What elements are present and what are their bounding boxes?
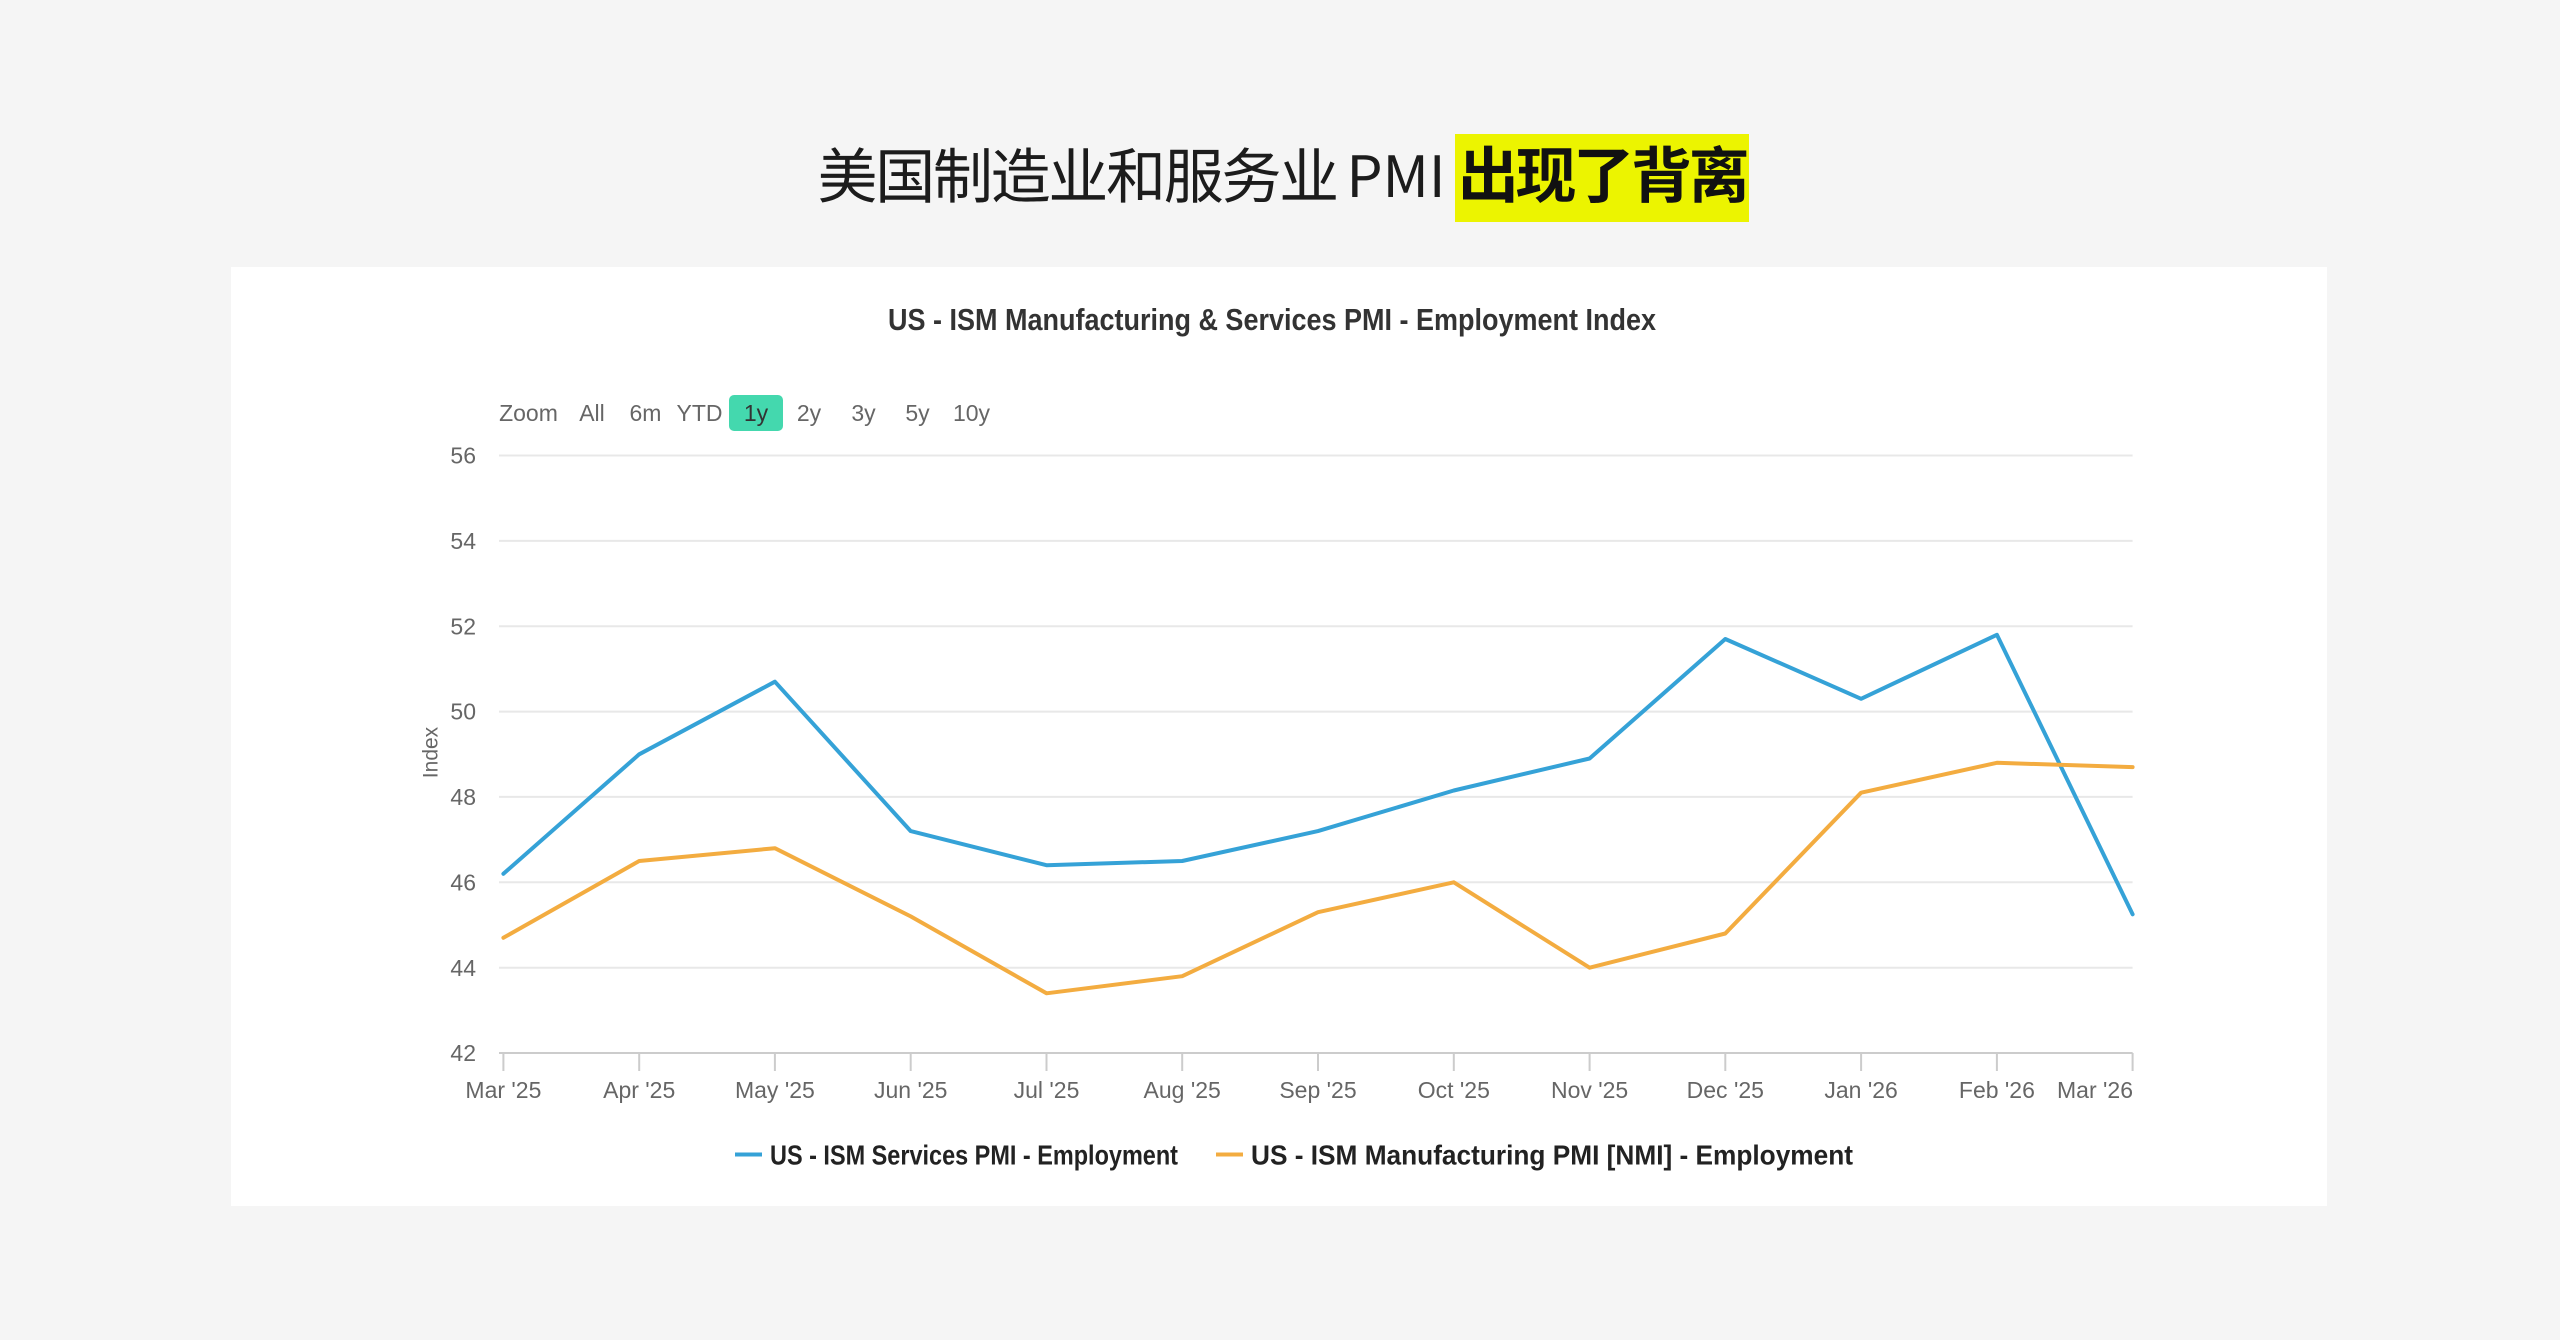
svg-text:Jul '25: Jul '25 [1014,1077,1080,1103]
svg-text:Mar '26: Mar '26 [2057,1077,2133,1103]
svg-text:Mar '25: Mar '25 [465,1077,541,1103]
svg-text:US - ISM Services PMI - Employ: US - ISM Services PMI - Employment [770,1140,1178,1171]
svg-text:Jan '26: Jan '26 [1824,1077,1897,1103]
svg-text:Index: Index [420,726,443,778]
svg-text:54: 54 [450,528,476,554]
svg-text:All: All [579,400,605,426]
svg-text:3y: 3y [851,400,876,426]
svg-text:Oct '25: Oct '25 [1418,1077,1490,1103]
svg-text:10y: 10y [953,400,991,426]
svg-text:YTD: YTD [677,400,723,426]
svg-text:1y: 1y [744,400,769,426]
svg-text:Feb '26: Feb '26 [1959,1077,2035,1103]
svg-text:46: 46 [450,869,476,895]
svg-text:6m: 6m [630,400,662,426]
svg-text:56: 56 [450,443,476,469]
svg-text:48: 48 [450,784,476,810]
svg-text:Jun '25: Jun '25 [874,1077,947,1103]
svg-text:Aug '25: Aug '25 [1144,1077,1221,1103]
svg-text:50: 50 [450,699,476,725]
svg-text:42: 42 [450,1040,476,1066]
svg-text:Dec '25: Dec '25 [1687,1077,1764,1103]
svg-text:44: 44 [450,955,476,981]
svg-text:US - ISM Manufacturing PMI [NM: US - ISM Manufacturing PMI [NMI] - Emplo… [1251,1140,1853,1171]
svg-text:Zoom: Zoom [499,400,558,426]
svg-text:52: 52 [450,613,476,639]
svg-text:2y: 2y [797,400,822,426]
svg-text:May '25: May '25 [735,1077,815,1103]
svg-text:Sep '25: Sep '25 [1279,1077,1356,1103]
svg-text:5y: 5y [905,400,930,426]
svg-text:US - ISM Manufacturing & Servi: US - ISM Manufacturing & Services PMI - … [888,302,1657,337]
svg-text:Nov '25: Nov '25 [1551,1077,1628,1103]
svg-text:Apr '25: Apr '25 [603,1077,675,1103]
